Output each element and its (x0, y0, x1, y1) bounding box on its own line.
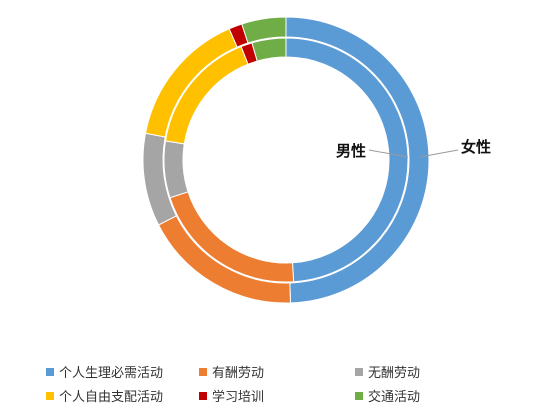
slice-inner-3 (163, 140, 189, 199)
legend-swatch (46, 392, 54, 400)
legend-item-3: 无酬劳动 (355, 365, 420, 381)
legend-label: 个人自由支配活动 (59, 390, 163, 405)
legend-swatch (199, 368, 207, 376)
legend-item-1: 个人生理必需活动 (46, 366, 163, 381)
rings (142, 16, 430, 304)
series-labels: 男性 女性 (336, 138, 491, 160)
inner-series-label: 男性 (336, 142, 366, 160)
legend-label: 交通活动 (368, 389, 420, 405)
legend-label: 无酬劳动 (368, 365, 420, 381)
legend-swatch (46, 368, 54, 376)
legend-item-5: 学习培训 (199, 389, 264, 405)
legend-swatch (355, 368, 363, 376)
legend-item-6: 交通活动 (355, 389, 420, 405)
slice-inner-6 (251, 37, 287, 62)
legend-item-2: 有酬劳动 (199, 365, 264, 381)
slice-outer-6 (241, 16, 287, 44)
legend-item-4: 个人自由支配活动 (46, 390, 163, 405)
legend-swatch (355, 392, 363, 400)
outer-series-label: 女性 (461, 138, 491, 156)
legend-label: 有酬劳动 (212, 365, 264, 381)
legend-label: 个人生理必需活动 (59, 366, 163, 381)
legend-swatch (199, 392, 207, 400)
inner-leader-line (368, 149, 409, 158)
legend-label: 学习培训 (212, 389, 264, 405)
outer-leader-line (419, 149, 459, 158)
